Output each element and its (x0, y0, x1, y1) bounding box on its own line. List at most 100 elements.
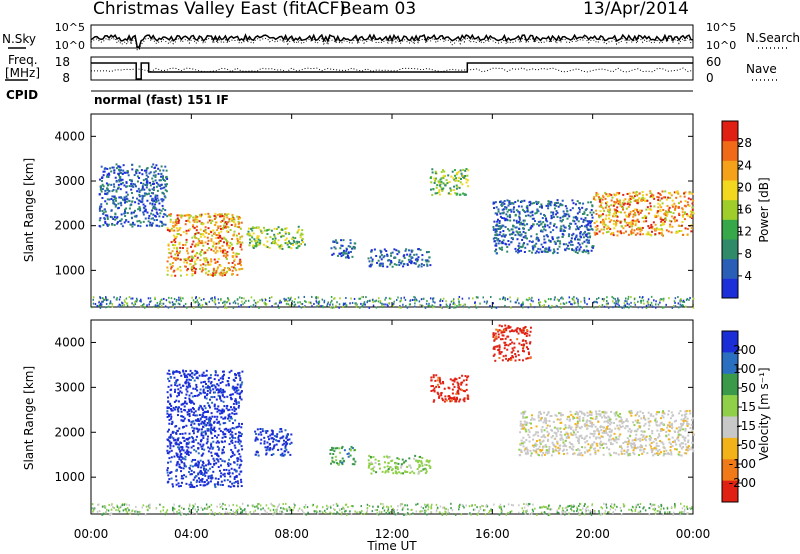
power-cell (256, 235, 259, 238)
power-cell (501, 217, 504, 220)
velocity-cell (223, 460, 226, 463)
velocity-cell (234, 432, 237, 435)
power-cell (584, 208, 587, 211)
power-cell (534, 245, 537, 248)
power-cell (632, 209, 635, 212)
velocity-cell (217, 384, 220, 387)
velocity-cell (175, 406, 178, 409)
power-cell (601, 220, 604, 223)
power-cell (223, 226, 226, 229)
power-cell (411, 249, 414, 252)
power-cell (662, 208, 665, 211)
velocity-cell (271, 433, 274, 436)
velocity-cell (370, 468, 373, 471)
power-cell (640, 199, 643, 202)
power-cell (494, 306, 496, 309)
power-cell (149, 202, 152, 205)
velocity-cell (397, 458, 400, 461)
power-cell (681, 211, 684, 214)
power-cell (659, 298, 661, 301)
velocity-cell (283, 453, 286, 456)
power-cell (161, 204, 164, 207)
power-cell (390, 252, 393, 255)
power-cell (219, 273, 222, 276)
velocity-cell (557, 430, 560, 433)
power-cell (607, 226, 610, 229)
velocity-cell (185, 388, 188, 391)
power-cell (615, 302, 617, 305)
power-cell (203, 252, 206, 255)
velocity-cell (234, 419, 237, 422)
power-cell (388, 302, 390, 305)
power-cell (647, 233, 650, 236)
power-cell (576, 200, 579, 203)
velocity-cell (437, 376, 440, 379)
power-cell (681, 207, 684, 210)
velocity-cell (175, 475, 178, 478)
power-cell (232, 306, 235, 309)
power-cell (227, 244, 230, 247)
power-cell (187, 229, 190, 232)
velocity-cell (254, 432, 257, 435)
power-cell (623, 304, 625, 307)
power-cell (464, 193, 467, 196)
velocity-cell (210, 454, 213, 457)
power-cell (438, 193, 441, 196)
power-cell (304, 243, 307, 246)
velocity-cell (208, 419, 211, 422)
velocity-cell (184, 397, 187, 400)
power-cell (129, 179, 132, 182)
power-cell (662, 196, 665, 199)
power-cell (662, 223, 665, 226)
velocity-cell (591, 433, 594, 436)
power-cell (349, 242, 352, 245)
power-cell (204, 301, 207, 304)
power-cell (211, 296, 213, 299)
power-cell (649, 304, 652, 307)
velocity-cell (201, 407, 204, 410)
velocity-cell (176, 438, 179, 441)
velocity-cell (571, 448, 574, 451)
power-cell (528, 204, 531, 207)
velocity-cell (195, 450, 198, 453)
power-cell (392, 302, 395, 305)
power-cell (160, 175, 163, 178)
power-cell (280, 235, 283, 238)
power-cell (237, 223, 240, 226)
velocity-cell (460, 381, 463, 384)
power-cell (349, 239, 352, 242)
power-cell (597, 214, 600, 217)
power-cell (264, 236, 267, 239)
velocity-cell (223, 405, 226, 408)
velocity-cell (223, 432, 226, 435)
velocity-cell (202, 484, 205, 487)
velocity-cell (511, 354, 514, 357)
power-cell (648, 208, 651, 211)
power-cell (92, 298, 95, 301)
power-cell (210, 239, 213, 242)
velocity-cell (233, 477, 236, 480)
power-cell (598, 200, 601, 203)
power-cell (367, 299, 369, 302)
power-cell (251, 245, 254, 248)
power-cell (128, 185, 131, 188)
power-cell (172, 224, 175, 227)
power-cell (439, 178, 442, 181)
velocity-cell (167, 452, 170, 455)
power-cell (102, 185, 105, 188)
power-cell (310, 302, 313, 305)
power-cell (163, 297, 165, 300)
velocity-cell (168, 413, 171, 416)
power-cell (224, 249, 227, 252)
power-cell (575, 228, 578, 231)
velocity-cell (608, 416, 611, 419)
power-cell (368, 306, 371, 309)
velocity-cell (213, 434, 216, 437)
power-cell (408, 303, 411, 306)
power-cell (494, 212, 497, 215)
velocity-cell (498, 352, 501, 355)
velocity-cell (229, 475, 232, 478)
velocity-cell (240, 445, 243, 448)
power-cell (345, 252, 348, 255)
velocity-cell (192, 440, 195, 443)
